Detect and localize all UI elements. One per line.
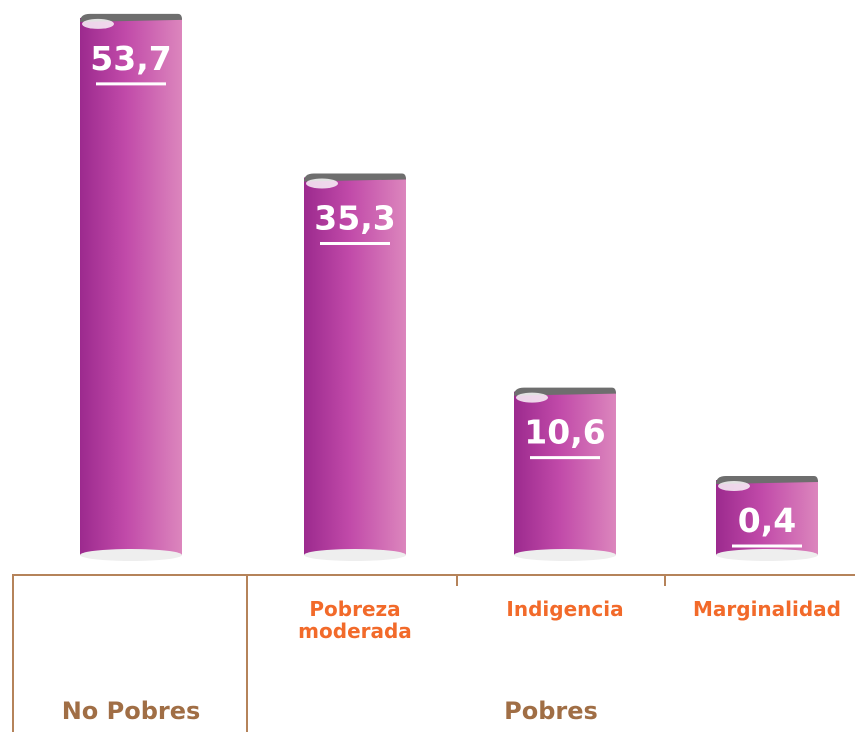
bar-highlight [306, 178, 338, 189]
category-label: Marginalidad [692, 597, 841, 621]
value-label: 53,7 [90, 39, 171, 78]
group-label: Pobres [504, 697, 598, 725]
bar-bottom [514, 549, 616, 561]
bar-bottom [304, 549, 406, 561]
bar [80, 17, 182, 555]
value-label: 0,4 [738, 501, 796, 540]
bar-highlight [718, 481, 750, 492]
bar-highlight [82, 18, 114, 29]
value-label: 35,3 [314, 198, 395, 237]
value-label: 10,6 [524, 413, 605, 452]
bar-bottom [716, 549, 818, 561]
bar [716, 480, 818, 555]
bar-bottom [80, 549, 182, 561]
axis [12, 574, 855, 732]
category-label: Indigencia [506, 597, 624, 621]
category-label: Pobreza moderada [298, 597, 412, 643]
bar [514, 391, 616, 555]
category-label: No Pobres [61, 697, 201, 725]
bar-highlight [516, 392, 548, 403]
bar [304, 177, 406, 555]
